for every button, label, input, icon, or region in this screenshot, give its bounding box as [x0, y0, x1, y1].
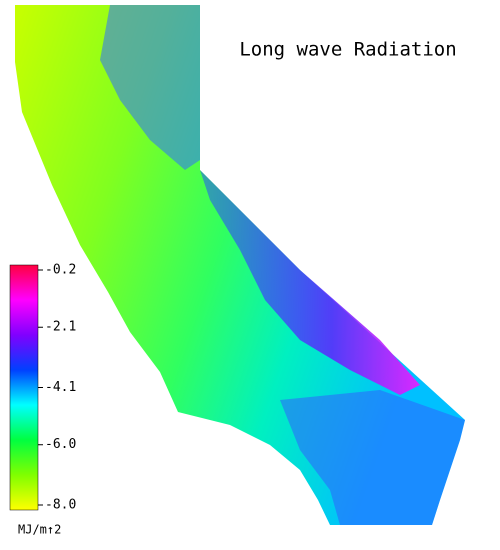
sierra-band [200, 170, 420, 395]
northern-mountains [100, 5, 200, 170]
colorbar-tick-label: -2.1 [45, 320, 76, 335]
colorbar-tick-label: -0.2 [45, 263, 76, 278]
colorbar-tick-label: -8.0 [45, 498, 76, 513]
colorbar-tick-label: -6.0 [45, 437, 76, 452]
colorbar-tick-label: -4.1 [45, 380, 76, 395]
map-title: Long wave Radiation [239, 39, 456, 61]
colorbar [9, 264, 39, 511]
colorbar-unit: MJ/m↑2 [18, 523, 61, 537]
desert-band [280, 390, 465, 525]
